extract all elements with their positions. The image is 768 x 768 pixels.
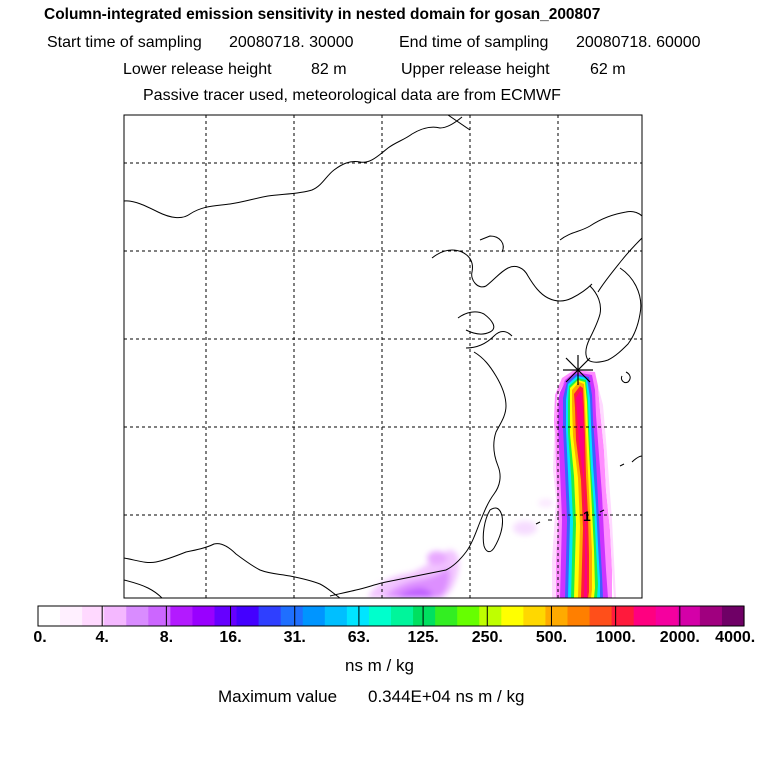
- colorbar-swatch: [60, 606, 83, 626]
- graticule: [124, 115, 642, 598]
- colorbar-tick-label: 8.: [159, 629, 174, 646]
- colorbar-swatch: [302, 606, 326, 626]
- release-star-icon: [563, 355, 593, 385]
- colorbar-swatch: [82, 606, 105, 626]
- colorbar-swatch: [126, 606, 149, 626]
- colorbar-tick-label: 500.: [535, 629, 568, 646]
- colorbar-tick-label: 125.: [407, 629, 439, 646]
- colorbar-swatch: [589, 606, 613, 626]
- colorbar-swatch: [280, 606, 304, 626]
- colorbar-units: ns m / kg: [345, 656, 414, 675]
- colorbar-tick-label: 4.: [95, 629, 109, 646]
- end-time-value: 20080718. 60000: [576, 34, 701, 51]
- colorbar-swatch: [501, 606, 524, 626]
- tracer-note: Passive tracer used, meteorological data…: [143, 87, 561, 104]
- colorbar-swatch: [413, 606, 436, 626]
- plume-band: [552, 370, 616, 598]
- plume-label: 1: [583, 508, 591, 524]
- colorbar-swatch: [104, 606, 127, 626]
- colorbar-swatch: [611, 606, 635, 626]
- colorbar-swatch: [258, 606, 282, 626]
- colorbar-swatch: [214, 606, 238, 626]
- colorbar-swatch: [457, 606, 480, 626]
- colorbar-swatch: [236, 606, 260, 626]
- colorbar-swatch: [192, 606, 216, 626]
- start-time-label: Start time of sampling: [47, 34, 202, 51]
- colorbar-tick-label: 0.: [33, 629, 47, 646]
- colorbar-swatch: [435, 606, 458, 626]
- colorbar-tick-label: 4000.: [715, 629, 756, 646]
- coastlines: [124, 115, 642, 598]
- plot-title: Column-integrated emission sensitivity i…: [44, 6, 601, 23]
- colorbar-swatch: [479, 606, 502, 626]
- colorbar-swatch: [148, 606, 171, 626]
- colorbar-tick-label: 16.: [219, 629, 242, 646]
- colorbar: [37, 605, 745, 627]
- colorbar-tick-label: 63.: [347, 629, 371, 646]
- maximum-value-label: Maximum value: [218, 687, 338, 706]
- colorbar-swatch: [677, 606, 701, 626]
- colorbar-tick-label: 31.: [283, 629, 306, 646]
- start-time-value: 20080718. 30000: [229, 34, 354, 51]
- colorbar-frame: [37, 605, 745, 627]
- map-frame: [123, 114, 643, 599]
- maximum-value: 0.344E+04 ns m / kg: [368, 687, 525, 706]
- colorbar-swatch: [368, 606, 392, 626]
- colorbar-tick-label: 250.: [471, 629, 503, 646]
- upper-release-label: Upper release height: [401, 61, 550, 78]
- colorbar-tick-label: 1000.: [595, 629, 636, 646]
- end-time-label: End time of sampling: [399, 34, 549, 51]
- colorbar-swatch: [633, 606, 657, 626]
- colorbar-swatch: [170, 606, 194, 626]
- colorbar-swatch: [324, 606, 348, 626]
- lower-release-value: 82 m: [311, 61, 347, 78]
- colorbar-tick-label: 2000.: [659, 629, 700, 646]
- colorbar-swatch: [391, 606, 414, 626]
- colorbar-swatch: [346, 606, 370, 626]
- colorbar-swatch: [721, 606, 745, 626]
- weak-sensitivity-area: [368, 499, 554, 598]
- colorbar-swatch: [38, 606, 61, 626]
- colorbar-swatch: [545, 606, 569, 626]
- colorbar-swatch: [699, 606, 723, 626]
- upper-release-value: 62 m: [590, 61, 626, 78]
- colorbar-swatch: [567, 606, 591, 626]
- map-area: [124, 115, 642, 598]
- colorbar-swatch: [655, 606, 679, 626]
- colorbar-swatch: [523, 606, 547, 626]
- lower-release-label: Lower release height: [123, 61, 272, 78]
